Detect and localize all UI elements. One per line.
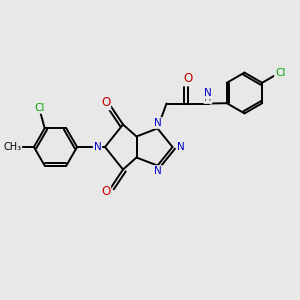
Text: N: N [177, 142, 185, 152]
Text: O: O [101, 184, 110, 198]
Text: O: O [183, 72, 192, 86]
Text: O: O [101, 96, 110, 110]
Text: N: N [204, 88, 212, 98]
Text: Cl: Cl [34, 103, 44, 113]
Text: N: N [154, 166, 162, 176]
Text: N: N [154, 118, 162, 128]
Text: CH₃: CH₃ [3, 142, 21, 152]
Text: N: N [94, 142, 101, 152]
Text: H: H [204, 93, 211, 103]
Text: Cl: Cl [275, 68, 285, 78]
